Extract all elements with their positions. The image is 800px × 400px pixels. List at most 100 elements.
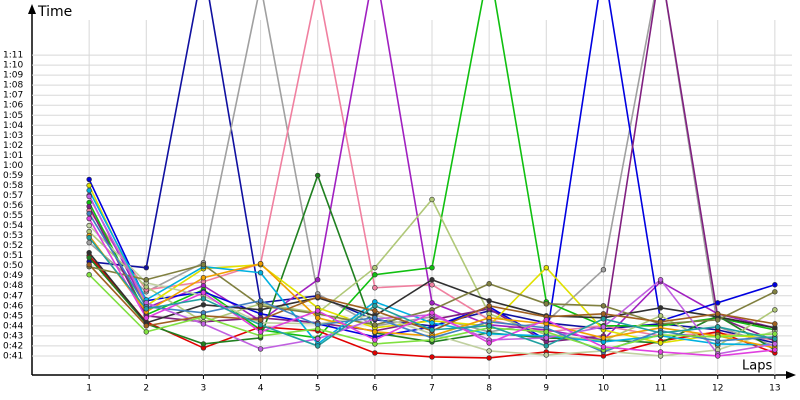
y-tick-label: 1:11 <box>3 51 23 61</box>
point <box>429 196 435 203</box>
x-tick-label: 3 <box>201 384 207 394</box>
y-tick-label: 0:45 <box>3 311 23 321</box>
point <box>543 343 549 349</box>
point <box>486 340 492 346</box>
x-tick-label: 4 <box>258 384 264 394</box>
y-tick-label: 1:05 <box>3 111 23 121</box>
point <box>600 335 607 341</box>
point <box>429 354 435 360</box>
point <box>715 353 721 359</box>
point <box>200 261 207 268</box>
point <box>657 305 664 311</box>
y-tick-label: 0:59 <box>3 171 23 181</box>
y-tick-label: 0:41 <box>3 351 23 361</box>
point <box>372 350 378 356</box>
point <box>315 343 321 349</box>
point <box>600 303 607 309</box>
point <box>600 316 607 322</box>
point <box>200 302 207 308</box>
point <box>315 326 321 332</box>
y-tick-label: 0:52 <box>3 241 23 251</box>
point <box>315 294 321 300</box>
point <box>715 334 721 340</box>
y-tick-label: 0:46 <box>3 301 23 311</box>
point <box>257 270 264 276</box>
point <box>429 282 435 288</box>
point <box>429 264 435 271</box>
point <box>429 300 435 306</box>
point <box>372 329 378 335</box>
point <box>657 349 664 355</box>
y-tick-label: 1:10 <box>3 61 23 71</box>
y-tick-label: 1:00 <box>3 161 23 171</box>
point <box>486 281 492 287</box>
point <box>315 277 321 283</box>
x-tick-label: 5 <box>315 384 321 394</box>
y-tick-label: 0:47 <box>3 291 23 301</box>
point <box>257 298 264 304</box>
point <box>143 264 149 271</box>
x-tick-label: 13 <box>769 384 780 394</box>
point <box>772 331 778 337</box>
point <box>200 314 207 320</box>
point <box>143 306 149 312</box>
y-tick-label: 0:43 <box>3 331 23 341</box>
point <box>772 289 778 295</box>
y-tick-label: 0:54 <box>3 221 23 231</box>
point <box>657 319 664 325</box>
point <box>486 303 492 309</box>
point <box>486 348 492 354</box>
point <box>715 311 721 317</box>
y-tick-label: 0:51 <box>3 251 23 261</box>
point <box>372 315 378 321</box>
y-tick-label: 1:08 <box>3 81 23 91</box>
point <box>257 329 264 335</box>
y-tick-label: 1:06 <box>3 101 23 111</box>
point <box>486 298 492 304</box>
point <box>315 308 321 314</box>
point <box>543 317 549 323</box>
point <box>200 275 207 281</box>
point <box>86 203 92 210</box>
point <box>657 277 664 283</box>
point <box>86 254 92 261</box>
point <box>86 215 92 222</box>
y-tick-label: 0:57 <box>3 191 23 201</box>
point <box>86 234 92 241</box>
point <box>657 313 664 319</box>
point <box>543 335 549 341</box>
point <box>257 303 264 309</box>
point <box>200 341 207 347</box>
y-tick-label: 1:01 <box>3 151 23 161</box>
point <box>543 301 549 307</box>
point <box>372 264 378 271</box>
point <box>86 187 92 194</box>
x-tick-label: 10 <box>598 384 610 394</box>
point <box>429 327 435 333</box>
y-tick-label: 0:50 <box>3 261 23 271</box>
point <box>86 182 92 189</box>
point <box>315 315 321 321</box>
point <box>257 317 264 323</box>
y-tick-label: 0:55 <box>3 211 23 221</box>
point <box>600 344 607 350</box>
x-axis-title: Laps <box>742 359 772 374</box>
point <box>600 267 607 273</box>
y-tick-label: 0:44 <box>3 321 23 331</box>
point <box>772 347 778 353</box>
y-axis-arrow <box>28 4 36 14</box>
point <box>372 285 378 291</box>
point <box>143 329 149 335</box>
point <box>543 264 549 271</box>
point <box>429 337 435 343</box>
point <box>315 336 321 342</box>
point <box>772 307 778 313</box>
point <box>143 315 149 321</box>
x-tick-label: 12 <box>712 384 723 394</box>
point <box>715 317 721 323</box>
point <box>772 321 778 327</box>
point <box>86 210 92 217</box>
x-axis-arrow <box>786 371 796 379</box>
point <box>657 330 664 336</box>
x-tick-label: 6 <box>372 384 378 394</box>
